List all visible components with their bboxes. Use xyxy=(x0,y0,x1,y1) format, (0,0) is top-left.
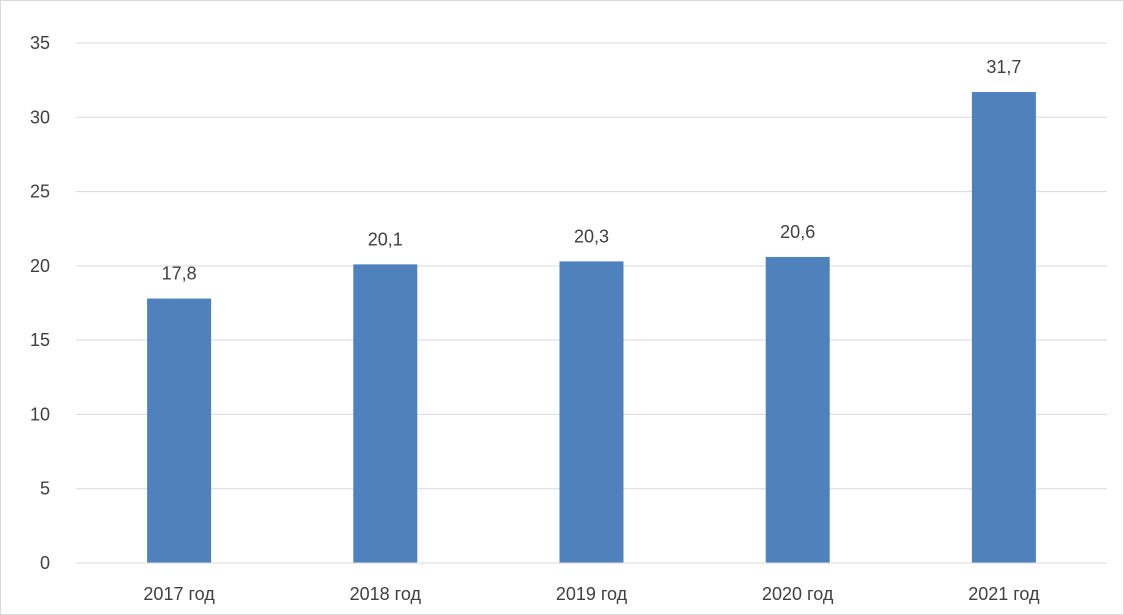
y-tick-label: 20 xyxy=(30,256,50,276)
x-axis-tick-labels: 2017 год 2018 год 2019 год 2020 год 2021 год xyxy=(143,584,1040,604)
y-tick-label: 0 xyxy=(40,553,50,573)
y-tick-label: 10 xyxy=(30,404,50,424)
x-tick-label: 2021 год xyxy=(968,584,1040,604)
y-tick-label: 30 xyxy=(30,107,50,127)
y-tick-label: 35 xyxy=(30,33,50,53)
x-tick-label: 2020 год xyxy=(762,584,834,604)
bar xyxy=(765,256,830,563)
bar-value-label: 20,3 xyxy=(574,226,609,246)
bar-value-label: 31,7 xyxy=(986,57,1021,77)
bar xyxy=(971,92,1036,564)
bar-value-label: 20,6 xyxy=(780,222,815,242)
bar xyxy=(147,298,212,563)
x-tick-label: 2018 год xyxy=(350,584,422,604)
data-labels: 17,8 20,1 20,3 20,6 31,7 xyxy=(162,57,1022,284)
x-tick-label: 2017 год xyxy=(143,584,215,604)
bar xyxy=(353,264,418,563)
y-axis-tick-labels: 0 5 10 15 20 25 30 35 xyxy=(30,33,50,573)
bar-value-label: 20,1 xyxy=(368,229,403,249)
bar-value-label: 17,8 xyxy=(162,264,197,284)
bar xyxy=(559,261,624,563)
x-tick-label: 2019 год xyxy=(556,584,628,604)
y-tick-label: 5 xyxy=(40,479,50,499)
bars xyxy=(147,92,1036,564)
y-tick-label: 15 xyxy=(30,330,50,350)
y-tick-label: 25 xyxy=(30,182,50,202)
